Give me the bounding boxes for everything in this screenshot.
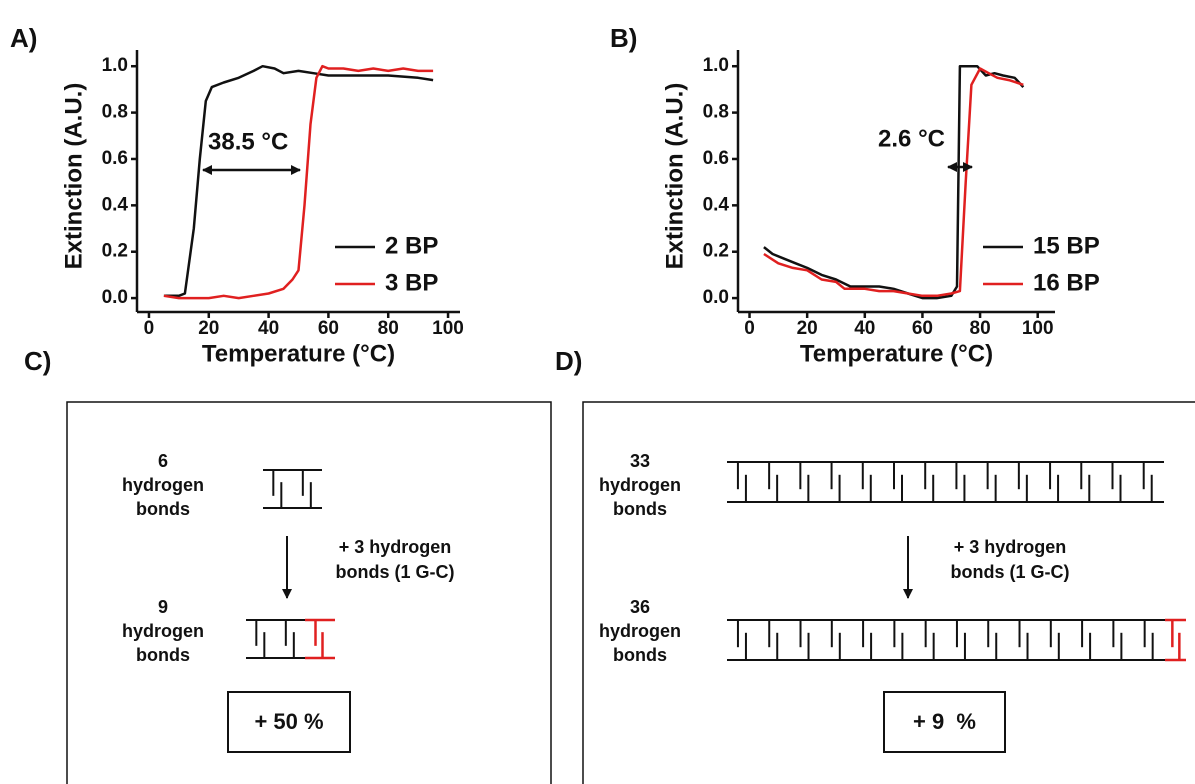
result: + 9 % [913,709,976,734]
data-line [763,67,1024,298]
y-tick-label: 0.2 [102,241,128,262]
x-tick-label: 40 [854,318,875,339]
data-line [163,64,434,300]
x-tick-label: 60 [318,318,339,339]
x-tick-label: 40 [258,318,279,339]
annotation: 38.5 °C [208,128,288,155]
y-tick-label: 0.2 [703,241,729,262]
legend-label: 2 BP [385,232,438,259]
panel-label: A) [10,23,37,53]
y-tick-label: 0.6 [102,148,128,169]
change-label: bonds (1 G-C) [336,562,455,582]
x-tick-label: 0 [144,318,155,339]
legend-label: 15 BP [1033,232,1100,259]
panel-label: D) [555,346,582,376]
panel-label: B) [610,23,637,53]
after-label: bonds [136,645,190,665]
after-label: 36 [630,597,650,617]
y-tick-label: 0.6 [703,148,729,169]
panel-box [66,401,552,784]
y-tick-label: 1.0 [102,55,128,76]
y-axis-title: Extinction (A.U.) [60,83,87,270]
panel-box [582,401,1195,784]
y-tick-label: 0.8 [703,102,729,123]
x-tick-label: 20 [198,318,219,339]
legend-label: 16 BP [1033,269,1100,296]
y-tick-label: 0.8 [102,102,128,123]
x-tick-label: 60 [912,318,933,339]
after-label: 9 [158,597,168,617]
result-box [227,691,351,753]
panel-label: C) [24,346,51,376]
x-axis-title: Temperature (°C) [800,340,993,367]
data-line [763,64,1025,300]
y-tick-label: 0.0 [102,287,128,308]
y-tick-label: 0.4 [102,194,129,215]
y-tick-label: 1.0 [703,55,729,76]
after-label: hydrogen [122,621,204,641]
y-tick-label: 0.0 [703,287,729,308]
annotation: 2.6 °C [878,125,945,152]
y-tick-label: 0.4 [703,194,730,215]
x-tick-label: 100 [432,318,464,339]
legend-label: 3 BP [385,269,438,296]
x-tick-label: 80 [378,318,399,339]
change-label: + 3 hydrogen [339,537,452,557]
x-axis-title: Temperature (°C) [202,340,395,367]
x-tick-label: 100 [1022,318,1054,339]
before-label: hydrogen [122,475,204,495]
result: + 50 % [254,709,323,734]
after-label: bonds [613,645,667,665]
x-tick-label: 80 [970,318,991,339]
before-label: hydrogen [599,475,681,495]
before-label: bonds [613,499,667,519]
change-label: + 3 hydrogen [954,537,1067,557]
data-line [163,64,434,298]
result-box [883,691,1006,753]
after-label: hydrogen [599,621,681,641]
before-label: 6 [158,451,168,471]
x-tick-label: 0 [744,318,755,339]
before-label: bonds [136,499,190,519]
y-axis-title: Extinction (A.U.) [661,83,688,270]
change-label: bonds (1 G-C) [951,562,1070,582]
x-tick-label: 20 [797,318,818,339]
before-label: 33 [630,451,650,471]
